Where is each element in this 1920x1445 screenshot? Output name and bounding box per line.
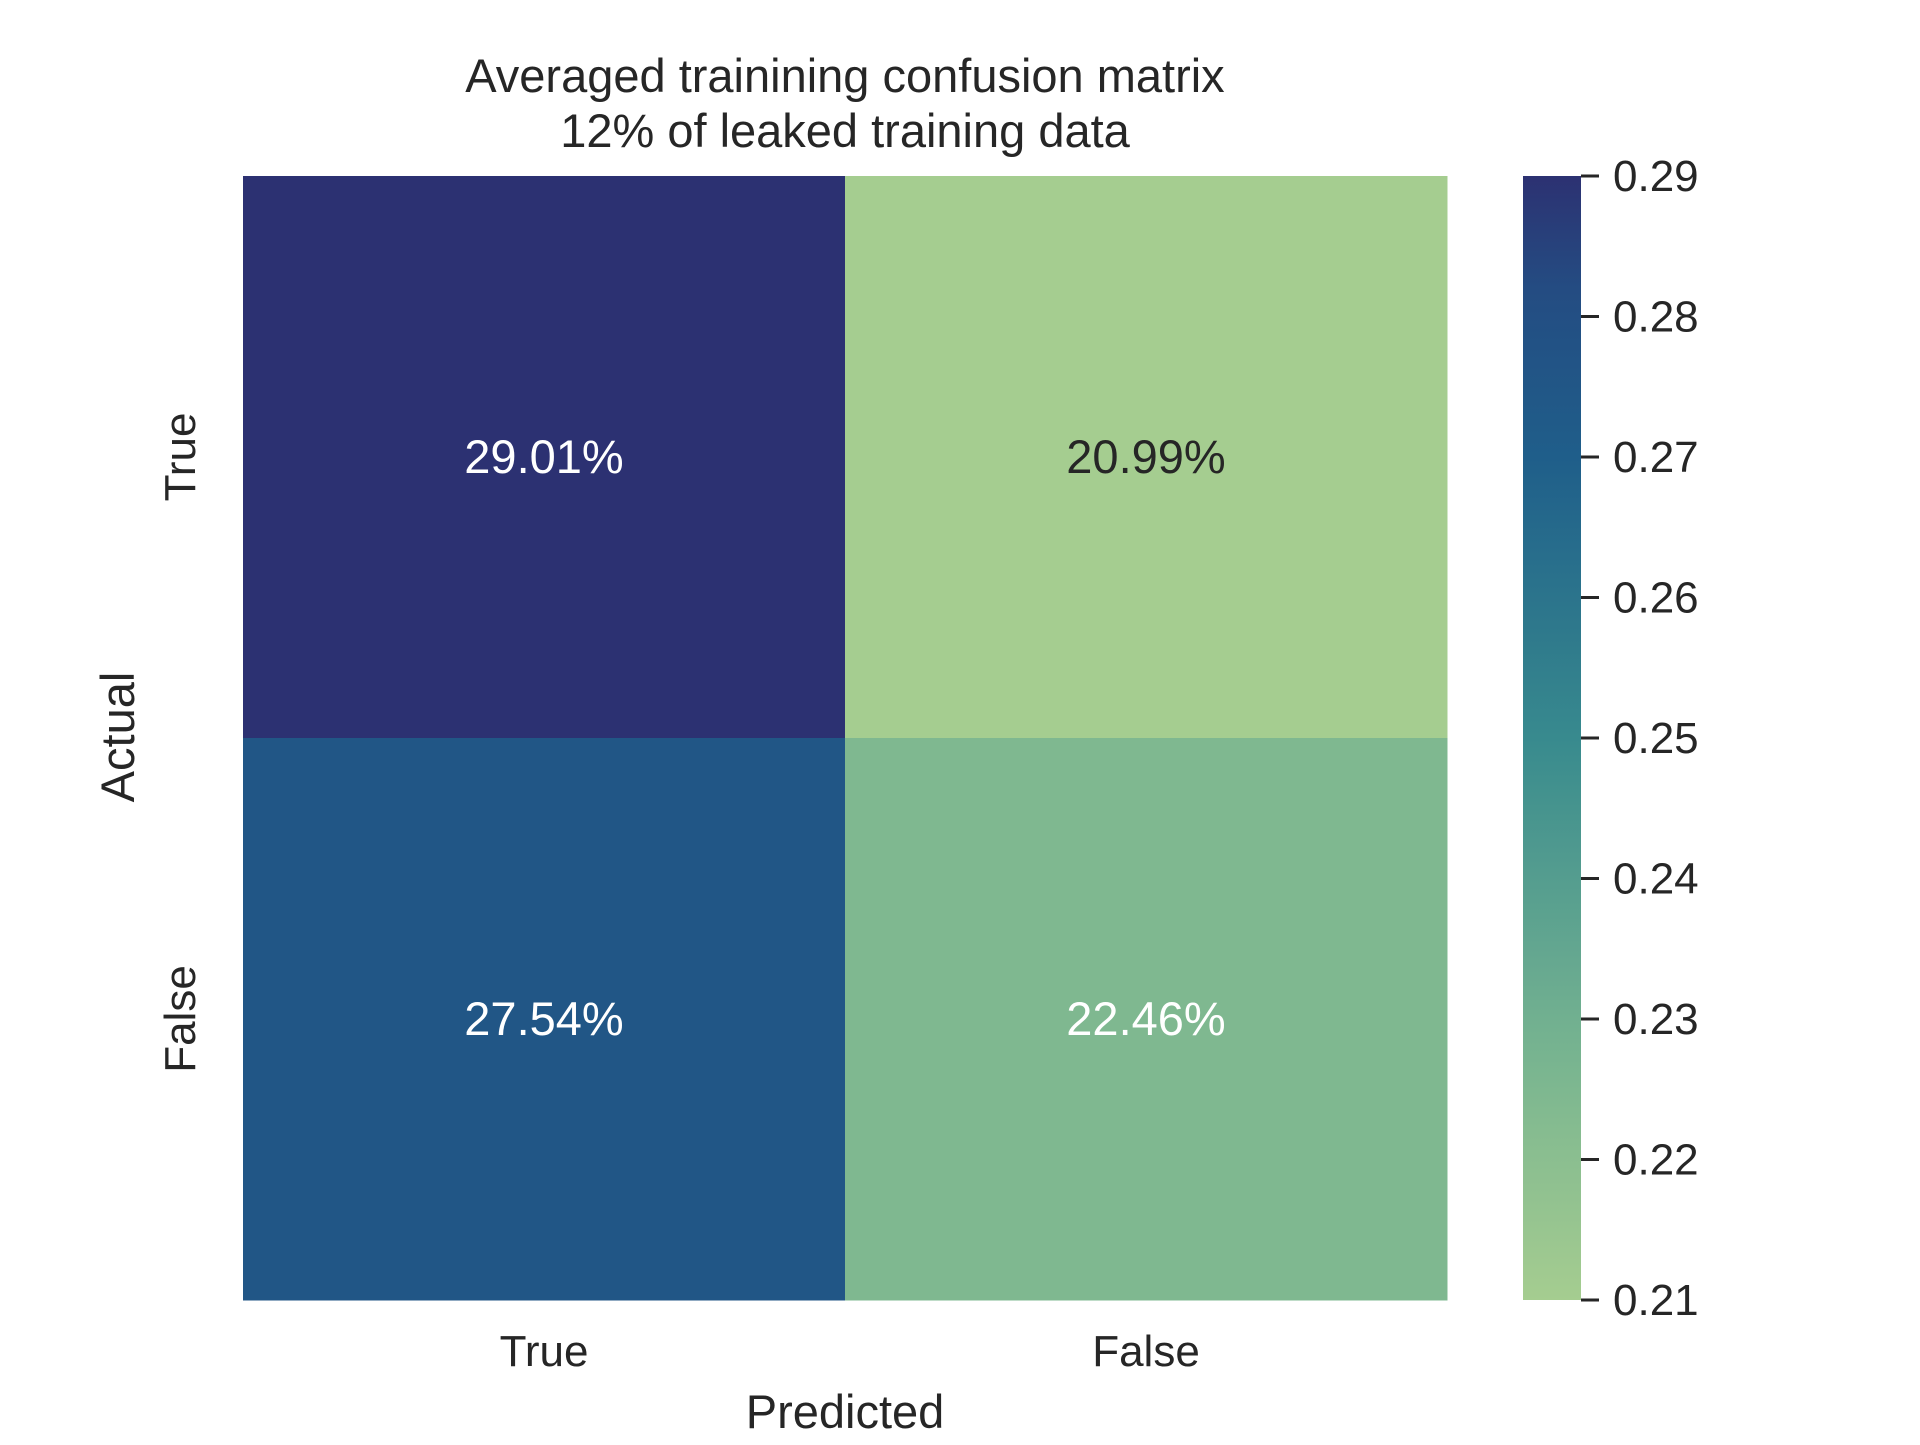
heatmap-cell-r1-c1 xyxy=(845,738,1448,1301)
y-tick-label: True xyxy=(156,413,205,502)
cell-value-label: 20.99% xyxy=(1066,430,1225,483)
colorbar-tick-label: 0.23 xyxy=(1613,995,1699,1044)
chart-title: Averaged trainining confusion matrix xyxy=(465,49,1224,102)
heatmap-cells xyxy=(243,176,1448,1301)
heatmap-cell-r0-c1 xyxy=(845,176,1448,739)
x-axis-label: Predicted xyxy=(746,1385,945,1438)
colorbar-tick-label: 0.26 xyxy=(1613,574,1699,623)
y-axis-ticks: True False xyxy=(156,413,205,1073)
x-axis-ticks: True False xyxy=(500,1327,1200,1376)
x-tick-label: True xyxy=(500,1327,589,1376)
cell-value-label: 27.54% xyxy=(464,992,623,1045)
colorbar-tick-label: 0.27 xyxy=(1613,433,1699,482)
colorbar-tick-label: 0.25 xyxy=(1613,714,1699,763)
y-tick-label: False xyxy=(156,965,205,1073)
heatmap-cell-r0-c0 xyxy=(243,176,846,739)
heatmap-cell-r1-c0 xyxy=(243,738,846,1301)
colorbar-tick-label: 0.22 xyxy=(1613,1136,1699,1185)
x-tick-label: False xyxy=(1092,1327,1200,1376)
colorbar-tick-label: 0.28 xyxy=(1613,293,1699,342)
cell-value-label: 22.46% xyxy=(1066,992,1225,1045)
cell-value-label: 29.01% xyxy=(464,430,623,483)
colorbar-tick-label: 0.24 xyxy=(1613,855,1699,904)
chart-subtitle: 12% of leaked training data xyxy=(560,104,1130,157)
colorbar-ticks: 0.29 0.28 0.27 0.26 0.25 0.24 0.23 0.22 0.21 xyxy=(1581,152,1699,1325)
colorbar xyxy=(1523,176,1581,1300)
heatmap-cell-labels: 29.01% 20.99% 27.54% 22.46% xyxy=(464,430,1225,1045)
colorbar-tick-label: 0.21 xyxy=(1613,1276,1699,1325)
y-axis-label: Actual xyxy=(91,672,144,803)
colorbar-tick-label: 0.29 xyxy=(1613,152,1699,201)
